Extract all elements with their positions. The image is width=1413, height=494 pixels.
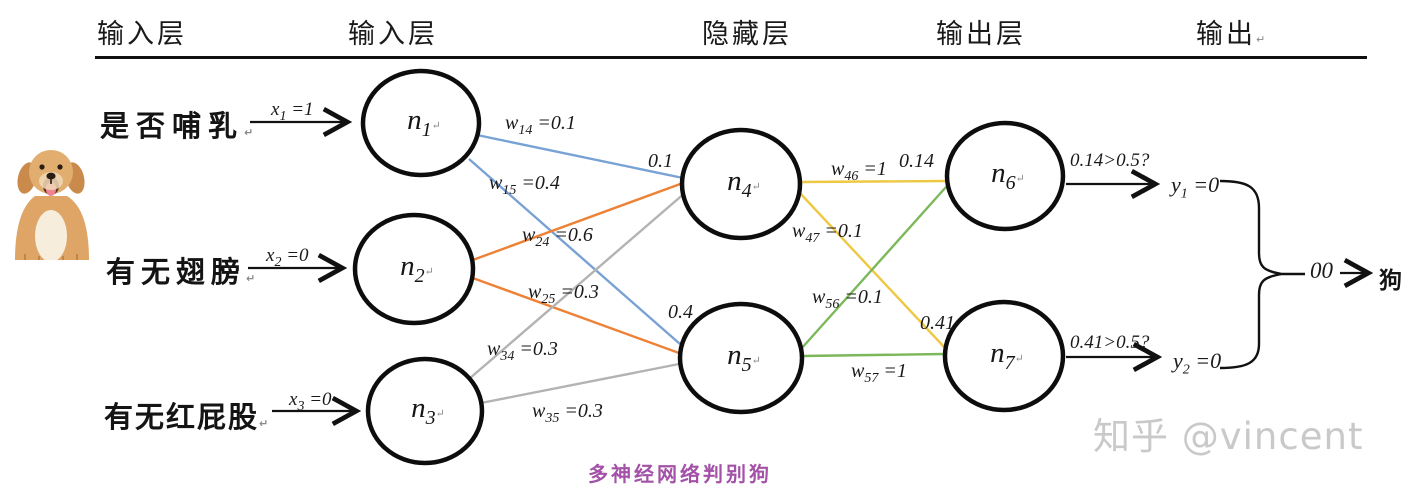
x2-value: x2 =0 xyxy=(266,245,309,270)
node-n7-circle xyxy=(942,299,1066,413)
node-n1-label: n1↵ xyxy=(407,104,441,141)
condition-y1: 0.14>0.5? xyxy=(1070,150,1150,171)
result-animal: 狗 xyxy=(1379,268,1402,294)
result-code: 00 xyxy=(1310,258,1333,283)
header-input-layer-1: 输入层 xyxy=(97,19,187,49)
edge-w25 xyxy=(469,275,680,355)
node-n2-label: n2↵ xyxy=(400,250,434,287)
header-divider xyxy=(95,56,1367,59)
weight-w47: w47 =0.1 xyxy=(792,220,863,246)
edge-w15 xyxy=(468,158,681,345)
edge-w14 xyxy=(476,133,684,180)
output-y2: y2 =0 xyxy=(1173,348,1222,378)
weight-w15: w15 =0.4 xyxy=(489,172,560,198)
node-n6-label: n6↵ xyxy=(991,157,1025,194)
edge-w57 xyxy=(801,352,945,358)
dog-image xyxy=(15,150,89,260)
x1-value: x1 =1 xyxy=(271,99,314,124)
brace xyxy=(1219,179,1283,370)
x3-value: x3 =0 xyxy=(289,389,332,414)
node-n4-label: n4↵ xyxy=(727,165,761,202)
zhihu-watermark: 知乎 @vincent xyxy=(1093,415,1364,458)
node-n5-circle xyxy=(677,301,805,415)
node-n5-label: n5↵ xyxy=(727,339,761,376)
edge-w34 xyxy=(468,191,687,380)
node-n6-circle xyxy=(944,120,1066,232)
activation-n4: 0.1 xyxy=(648,150,673,172)
diagram-caption: 多神经网络判别狗 xyxy=(588,462,772,486)
node-n4-circle xyxy=(679,127,803,241)
edge-w35 xyxy=(480,362,680,405)
node-n7-label: n7↵ xyxy=(990,337,1024,374)
weight-w24: w24 =0.6 xyxy=(522,224,593,250)
header-input-layer-2: 输入层 xyxy=(348,19,438,49)
weight-w34: w34 =0.3 xyxy=(487,338,558,364)
return-mark: ↵ xyxy=(1256,34,1269,46)
weight-w56: w56 =0.1 xyxy=(812,286,883,312)
activation-n6: 0.14 xyxy=(899,150,934,172)
node-n3-circle xyxy=(365,356,485,466)
header-output-layer: 输出层 xyxy=(936,19,1026,49)
edge-w46 xyxy=(799,179,947,184)
weight-w57: w57 =1 xyxy=(851,360,907,386)
output-y1: y1 =0 xyxy=(1171,172,1220,202)
header-hidden-layer: 隐藏层 xyxy=(702,19,792,49)
activation-n5: 0.4 xyxy=(668,301,693,323)
feature-label-red-bottom: 有无红屁股↵ xyxy=(104,400,271,434)
feature-label-wings: 有无翅膀↵ xyxy=(106,255,262,289)
weight-w25: w25 =0.3 xyxy=(528,281,599,307)
weight-w46: w46 =1 xyxy=(831,158,887,184)
feature-label-mammal: 是否哺乳↵ xyxy=(100,109,261,143)
header-output: 输出↵ xyxy=(1196,19,1269,49)
condition-y2: 0.41>0.5? xyxy=(1070,332,1150,353)
node-n2-circle xyxy=(352,212,476,326)
activation-n7: 0.41 xyxy=(920,312,955,334)
node-n1-circle xyxy=(360,68,482,178)
edge-w56 xyxy=(800,186,947,350)
weight-w14: w14 =0.1 xyxy=(505,112,576,138)
weight-w35: w35 =0.3 xyxy=(532,400,603,426)
edge-w24 xyxy=(469,181,684,263)
node-n3-label: n3↵ xyxy=(411,392,445,429)
